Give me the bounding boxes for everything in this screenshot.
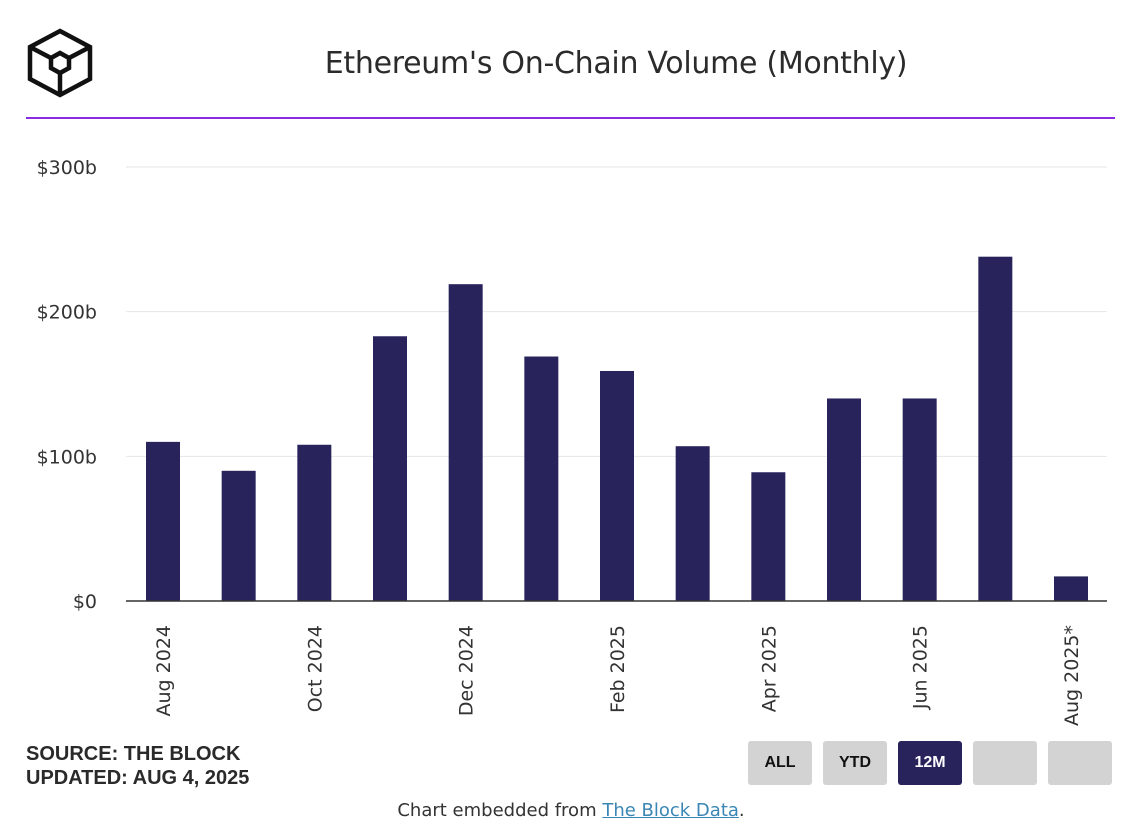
bar [600,370,634,601]
bar [373,336,407,601]
bar [146,441,180,601]
embed-prefix: Chart embedded from [397,800,603,821]
embed-notice: Chart embedded from The Block Data. [0,800,1142,821]
source-block: SOURCE: THE BLOCK UPDATED: AUG 4, 2025 [26,742,249,790]
x-tick-label: Dec 2024 [456,625,478,716]
range-button-all[interactable]: ALL [748,741,812,785]
range-button-group: ALL YTD 12M [748,741,1112,785]
y-tick-label: $0 [73,591,97,613]
bar [902,398,937,601]
embed-suffix: . [738,800,745,821]
bar [978,256,1013,601]
the-block-logo-icon [27,28,93,98]
the-block-data-link[interactable]: The Block Data [602,800,739,821]
x-tick-label: Feb 2025 [607,625,629,713]
x-tick-label: Apr 2025 [758,625,780,712]
range-button-ytd[interactable]: YTD [823,741,887,785]
bar [297,444,332,601]
range-button-12m[interactable]: 12M [898,741,962,785]
x-tick-label: Aug 2025* [1061,625,1083,726]
x-tick-label: Oct 2024 [304,625,326,712]
y-tick-label: $200b [37,302,97,324]
x-tick-label: Jun 2025 [910,625,932,710]
range-button-extra-2[interactable] [1048,741,1112,785]
bar [827,398,861,601]
bar [751,472,786,601]
bar [448,284,483,601]
bar-chart: $0 $100b $200b $300b Aug 2024 Oct 2024 Dec 202… [37,157,1107,726]
x-tick-label: Aug 2024 [153,625,175,717]
bar [1054,576,1088,601]
chart-title: Ethereum's On-Chain Volume (Monthly) [324,46,908,81]
y-tick-label: $300b [37,157,97,179]
bar [675,446,710,601]
bar [524,356,559,601]
y-tick-label: $100b [37,446,97,468]
bar [221,470,256,601]
header-divider [26,117,1115,119]
source-label: SOURCE: THE BLOCK [26,743,241,765]
updated-label: UPDATED: AUG 4, 2025 [26,767,250,789]
range-button-extra-1[interactable] [973,741,1037,785]
